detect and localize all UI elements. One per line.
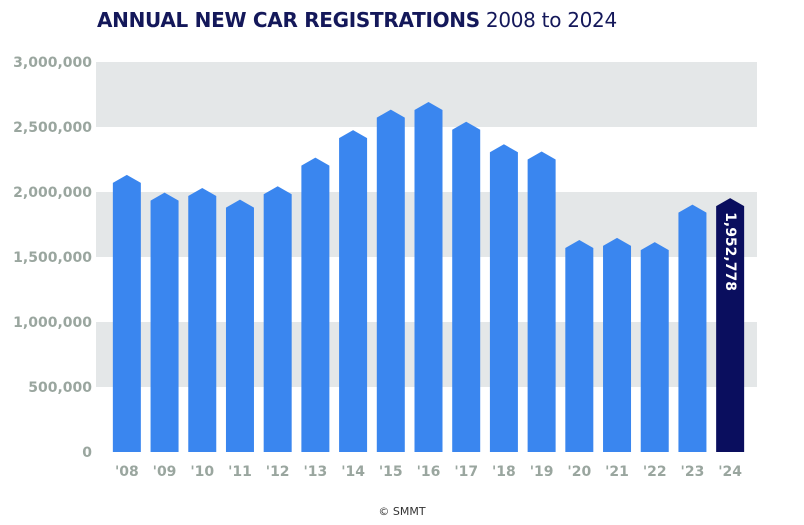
x-tick-label: '23 — [681, 464, 705, 480]
y-tick-label: 1,000,000 — [13, 315, 92, 331]
x-tick-label: '10 — [190, 464, 214, 480]
bar-09 — [150, 192, 179, 452]
x-tick-label: '14 — [341, 464, 365, 480]
bar-15 — [376, 109, 405, 453]
copyright-credit: © SMMT — [378, 505, 426, 518]
y-tick-label: 1,500,000 — [13, 250, 92, 266]
bar-10 — [188, 187, 217, 452]
y-tick-label: 2,500,000 — [13, 120, 92, 136]
title-subtitle: 2008 to 2024 — [485, 8, 617, 32]
title-main: ANNUAL NEW CAR REGISTRATIONS — [97, 8, 480, 32]
bar-17 — [452, 121, 481, 452]
bar-08 — [112, 174, 141, 453]
x-tick-label: '15 — [379, 464, 403, 480]
bar-22 — [640, 242, 669, 452]
bar-12 — [263, 186, 292, 452]
x-tick-label: '21 — [605, 464, 629, 480]
y-tick-label: 0 — [82, 445, 92, 461]
x-tick-label: '13 — [303, 464, 327, 480]
x-tick-label: '11 — [228, 464, 252, 480]
y-tick-label: 500,000 — [28, 380, 92, 396]
bar-21 — [603, 237, 632, 452]
bar-20 — [565, 239, 594, 452]
x-tick-label: '12 — [266, 464, 290, 480]
x-tick-label: '24 — [718, 464, 742, 480]
bar-16 — [414, 101, 443, 453]
x-tick-label: '20 — [567, 464, 591, 480]
x-tick-label: '09 — [153, 464, 177, 480]
bar-18 — [489, 144, 518, 453]
bar-14 — [339, 130, 368, 452]
bar-19 — [527, 151, 556, 452]
y-tick-label: 2,000,000 — [13, 185, 92, 201]
x-tick-label: '19 — [530, 464, 554, 480]
chart-title: ANNUAL NEW CAR REGISTRATIONS 2008 to 202… — [97, 8, 617, 32]
y-tick-label: 3,000,000 — [13, 55, 92, 71]
x-tick-label: '18 — [492, 464, 516, 480]
x-tick-label: '16 — [417, 464, 441, 480]
bar-24 — [716, 198, 745, 452]
bar-23 — [678, 204, 707, 452]
x-tick-label: '17 — [454, 464, 478, 480]
x-tick-label: '08 — [115, 464, 139, 480]
bar-11 — [225, 199, 254, 452]
data-label: 1,952,778 — [722, 212, 738, 291]
bar-13 — [301, 157, 330, 453]
x-tick-label: '22 — [643, 464, 667, 480]
